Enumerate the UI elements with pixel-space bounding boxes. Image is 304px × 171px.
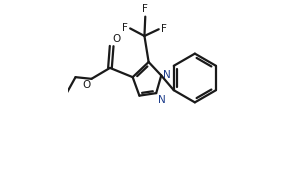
Text: N: N bbox=[157, 95, 165, 105]
Text: F: F bbox=[161, 24, 167, 34]
Text: O: O bbox=[112, 34, 121, 44]
Text: N: N bbox=[163, 70, 171, 80]
Text: F: F bbox=[122, 23, 128, 33]
Text: F: F bbox=[142, 4, 148, 14]
Text: O: O bbox=[82, 80, 90, 90]
